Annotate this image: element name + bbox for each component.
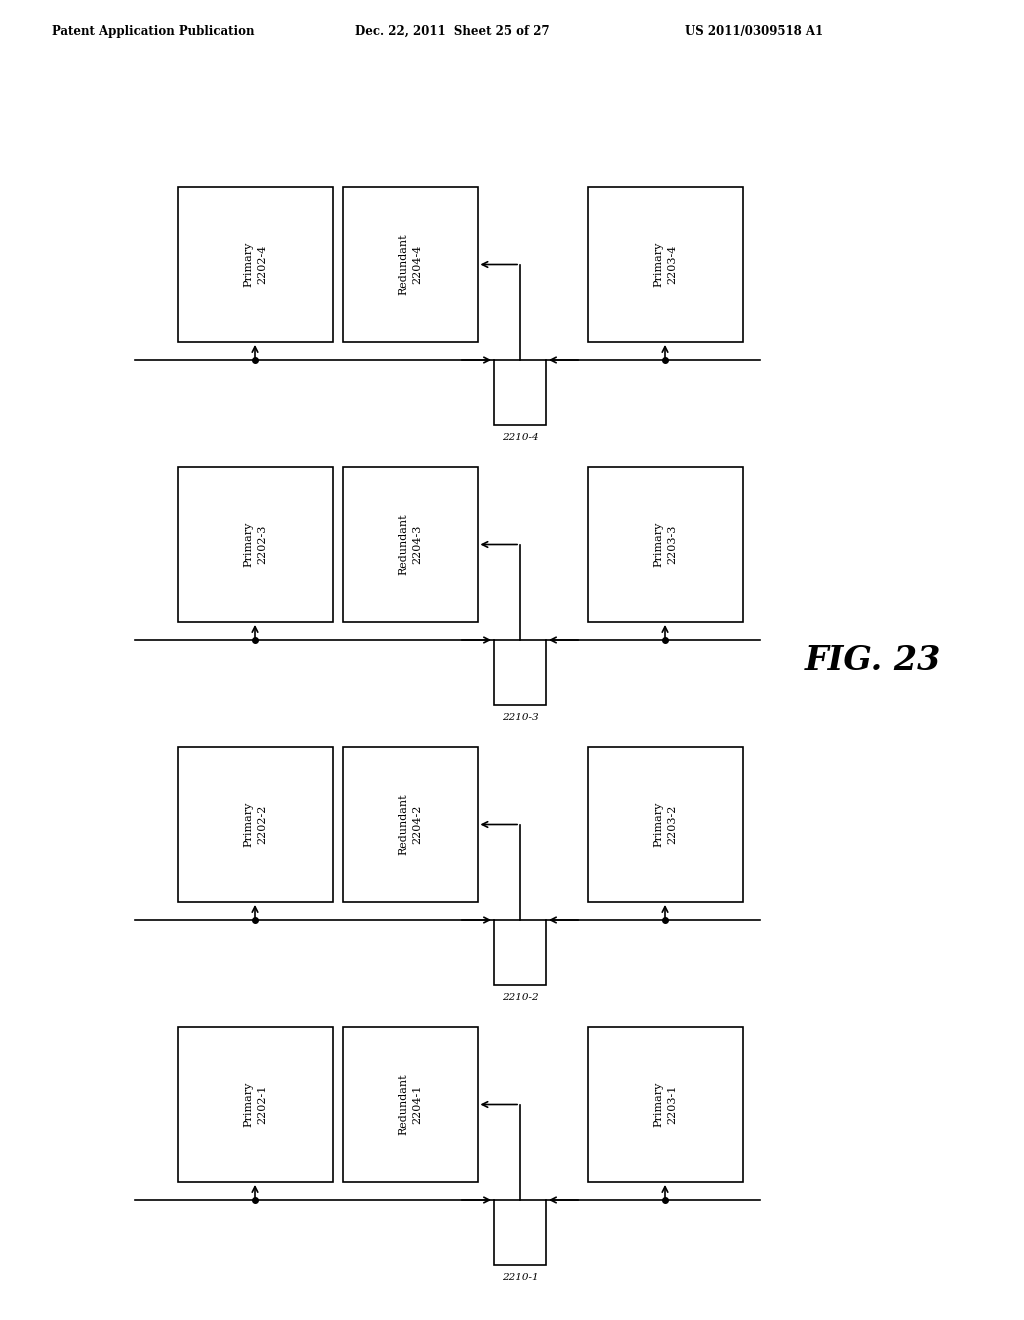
Text: Primary
2203-1: Primary 2203-1: [653, 1082, 677, 1127]
Bar: [588, 467, 742, 622]
Text: Primary
2203-3: Primary 2203-3: [653, 521, 677, 568]
Bar: [342, 467, 477, 622]
Text: FIG. 23: FIG. 23: [805, 644, 941, 676]
Text: Dec. 22, 2011  Sheet 25 of 27: Dec. 22, 2011 Sheet 25 of 27: [355, 25, 550, 38]
Bar: [177, 187, 333, 342]
Bar: [494, 360, 546, 425]
Text: Primary
2202-1: Primary 2202-1: [243, 1082, 267, 1127]
Text: Primary
2202-3: Primary 2202-3: [243, 521, 267, 568]
Bar: [494, 1200, 546, 1265]
Bar: [177, 747, 333, 902]
Text: US 2011/0309518 A1: US 2011/0309518 A1: [685, 25, 823, 38]
Text: 2210-2: 2210-2: [502, 993, 539, 1002]
Text: 2210-4: 2210-4: [502, 433, 539, 442]
Text: Primary
2202-2: Primary 2202-2: [243, 801, 267, 847]
Text: 2210-3: 2210-3: [502, 713, 539, 722]
Text: Redundant
2204-2: Redundant 2204-2: [398, 793, 422, 855]
Bar: [494, 920, 546, 985]
Text: Redundant
2204-1: Redundant 2204-1: [398, 1073, 422, 1135]
Bar: [588, 187, 742, 342]
Bar: [342, 747, 477, 902]
Bar: [342, 187, 477, 342]
Text: Primary
2202-4: Primary 2202-4: [243, 242, 267, 288]
Bar: [588, 1027, 742, 1181]
Bar: [494, 640, 546, 705]
Bar: [342, 1027, 477, 1181]
Bar: [588, 747, 742, 902]
Text: Redundant
2204-3: Redundant 2204-3: [398, 513, 422, 576]
Bar: [177, 1027, 333, 1181]
Text: Primary
2203-2: Primary 2203-2: [653, 801, 677, 847]
Text: 2210-1: 2210-1: [502, 1272, 539, 1282]
Text: Patent Application Publication: Patent Application Publication: [52, 25, 255, 38]
Text: Primary
2203-4: Primary 2203-4: [653, 242, 677, 288]
Text: Redundant
2204-4: Redundant 2204-4: [398, 234, 422, 296]
Bar: [177, 467, 333, 622]
